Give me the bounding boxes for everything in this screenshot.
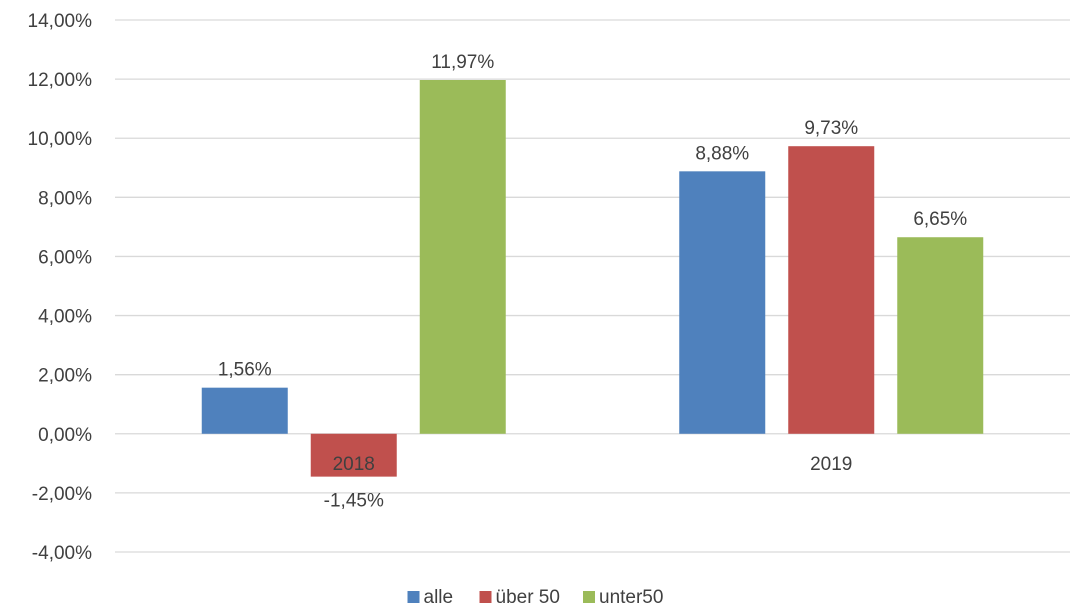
data-label: 11,97% bbox=[431, 52, 494, 73]
bar-2019-über-50 bbox=[788, 146, 875, 434]
legend-label: alle bbox=[424, 587, 454, 608]
y-tick-label: 2,00% bbox=[38, 366, 92, 387]
bar-2018-unter50 bbox=[419, 79, 506, 434]
y-tick-label: -4,00% bbox=[32, 543, 92, 564]
bars bbox=[201, 79, 984, 477]
y-tick-label: 4,00% bbox=[38, 307, 92, 328]
bar-2018-über-50 bbox=[310, 433, 397, 477]
category-labels: 2018 2019 bbox=[333, 454, 853, 475]
legend: alle über 50 unter50 bbox=[407, 587, 663, 608]
y-tick-label: -2,00% bbox=[32, 484, 92, 505]
data-label: 1,56% bbox=[218, 360, 272, 381]
y-tick-label: 12,00% bbox=[28, 70, 93, 91]
data-label: -1,45% bbox=[324, 491, 384, 512]
data-labels: 1,56% -1,45% 11,97% 8,88% 9,73% 6,65% bbox=[218, 52, 967, 512]
category-label: 2019 bbox=[810, 454, 852, 475]
legend-label: über 50 bbox=[496, 587, 560, 608]
bar-2018-alle bbox=[201, 387, 288, 434]
category-label: 2018 bbox=[333, 454, 375, 475]
y-axis: 14,00% 12,00% 10,00% 8,00% 6,00% 4,00% 2,00% 0,… bbox=[28, 11, 93, 564]
y-tick-label: 10,00% bbox=[28, 129, 93, 150]
data-label: 8,88% bbox=[695, 143, 749, 164]
bar-2019-unter50 bbox=[897, 237, 984, 434]
legend-swatch bbox=[407, 591, 420, 603]
data-label: 9,73% bbox=[804, 118, 858, 139]
y-tick-label: 0,00% bbox=[38, 425, 92, 446]
legend-swatch bbox=[583, 591, 595, 603]
gridlines bbox=[115, 19, 1070, 553]
legend-label: unter50 bbox=[599, 587, 663, 608]
y-tick-label: 14,00% bbox=[28, 11, 93, 32]
legend-swatch bbox=[479, 591, 492, 603]
y-tick-label: 6,00% bbox=[38, 247, 92, 268]
y-tick-label: 8,00% bbox=[38, 188, 92, 209]
bar-2019-alle bbox=[679, 171, 766, 434]
data-label: 6,65% bbox=[913, 209, 967, 230]
